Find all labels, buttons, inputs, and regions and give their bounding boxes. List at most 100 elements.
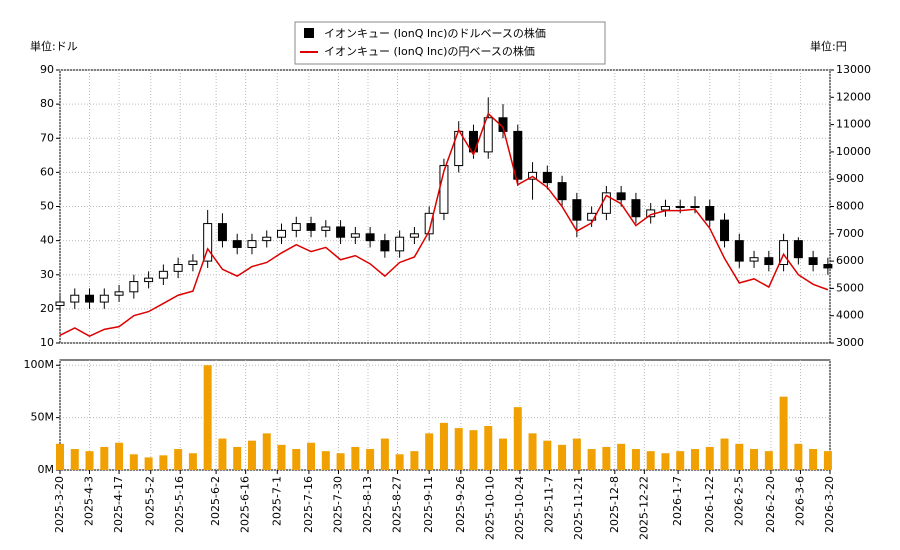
- candle-body: [616, 192, 626, 201]
- candle-body: [129, 281, 139, 293]
- volume-bar: [809, 449, 818, 470]
- legend-marker: [304, 28, 314, 38]
- volume-bar: [380, 438, 389, 470]
- x-tick-label: 2026-1-7: [671, 476, 684, 526]
- candle-body: [350, 233, 360, 238]
- legend: [294, 21, 606, 65]
- candle-body: [690, 206, 700, 208]
- candle-body: [321, 226, 331, 231]
- y-tick-label: 80: [40, 97, 54, 110]
- volume-bar: [617, 443, 626, 470]
- volume-bar: [543, 440, 552, 470]
- volume-bar: [292, 449, 301, 470]
- volume-tick-label: 100M: [24, 358, 55, 371]
- volume-bar: [395, 454, 404, 470]
- candle-body: [85, 294, 95, 303]
- candle-body: [203, 223, 213, 262]
- candle-body: [173, 264, 183, 272]
- volume-bar: [646, 451, 655, 470]
- y2-tick-label: 3000: [836, 336, 864, 349]
- volume-bar: [823, 451, 832, 470]
- volume-bar: [631, 449, 640, 470]
- x-tick-label: 2025-3-20: [53, 476, 66, 533]
- y2-tick-label: 6000: [836, 254, 864, 267]
- volume-tick-label: 50M: [31, 411, 55, 424]
- y2-tick-label: 13000: [836, 63, 871, 76]
- volume-bar: [410, 451, 419, 470]
- volume-tick-label: 0M: [38, 463, 55, 476]
- volume-bar: [690, 449, 699, 470]
- y-tick-label: 50: [40, 200, 54, 213]
- y2-tick-label: 7000: [836, 227, 864, 240]
- volume-bar: [779, 396, 788, 470]
- candle-body: [217, 223, 227, 242]
- candle-body: [720, 219, 730, 242]
- x-tick-label: 2026-1-22: [703, 476, 716, 533]
- volume-bar: [351, 446, 360, 470]
- x-tick-label: 2025-11-21: [572, 476, 585, 540]
- candle-body: [424, 212, 434, 235]
- volume-bar: [188, 453, 197, 470]
- y-tick-label: 60: [40, 165, 54, 178]
- volume-bar: [307, 442, 316, 470]
- candle-body: [291, 223, 301, 231]
- volume-bar: [233, 446, 242, 470]
- yen-line: [59, 112, 829, 338]
- candle-body: [277, 229, 287, 238]
- volume-bar: [321, 451, 330, 470]
- y2-tick-label: 12000: [836, 90, 871, 103]
- candle-body: [336, 226, 346, 238]
- y2-tick-label: 10000: [836, 145, 871, 158]
- candle-body: [660, 206, 670, 211]
- candle-body: [542, 171, 552, 184]
- x-tick-label: 2026-3-20: [823, 476, 836, 533]
- x-tick-label: 2025-5-2: [144, 476, 157, 526]
- y2-tick-label: 8000: [836, 200, 864, 213]
- candle-body: [365, 233, 375, 242]
- x-tick-label: 2025-6-16: [239, 476, 252, 533]
- legend-label: イオンキュー (IonQ Inc)の円ベースの株価: [324, 44, 535, 58]
- volume-bar: [174, 449, 183, 470]
- y-tick-label: 90: [40, 63, 54, 76]
- candle-body: [793, 240, 803, 259]
- volume-bar: [528, 433, 537, 470]
- legend-label: イオンキュー (IonQ Inc)のドルベースの株価: [324, 26, 546, 40]
- y2-tick-label: 5000: [836, 281, 864, 294]
- volume-bar: [602, 446, 611, 470]
- volume-bar: [100, 446, 109, 470]
- y2-unit: 単位:円: [810, 39, 847, 53]
- candle-body: [572, 199, 582, 221]
- x-tick-label: 2026-2-20: [764, 476, 777, 533]
- volume-bar: [750, 449, 759, 470]
- volume-bar: [513, 407, 522, 470]
- x-tick-label: 2025-10-10: [483, 476, 496, 540]
- volume-bar: [203, 365, 212, 470]
- volume-bar: [661, 453, 670, 470]
- x-tick-label: 2026-3-6: [793, 476, 806, 526]
- candle-body: [808, 257, 818, 266]
- candle-body: [114, 291, 124, 296]
- x-tick-label: 2025-12-8: [608, 476, 621, 533]
- candle-body: [823, 264, 833, 269]
- candle-body: [158, 270, 168, 279]
- candle-body: [144, 277, 154, 283]
- candle-body: [409, 233, 419, 238]
- y-tick-label: 30: [40, 268, 54, 281]
- volume-bar: [705, 446, 714, 470]
- volume-bar: [56, 443, 64, 470]
- volume-bar: [277, 444, 286, 470]
- volume-bar: [676, 451, 685, 470]
- x-tick-label: 2025-12-22: [637, 476, 650, 540]
- candle-body: [779, 240, 789, 266]
- candle-body: [232, 240, 242, 248]
- x-tick-label: 2025-8-13: [361, 476, 374, 533]
- candle-body: [749, 257, 759, 262]
- x-tick-label: 2025-7-1: [270, 476, 283, 526]
- volume-bar: [439, 422, 448, 470]
- volume-bar: [366, 449, 375, 470]
- volume-bar: [735, 443, 744, 470]
- candle-body: [557, 182, 567, 201]
- candle-body: [262, 236, 272, 242]
